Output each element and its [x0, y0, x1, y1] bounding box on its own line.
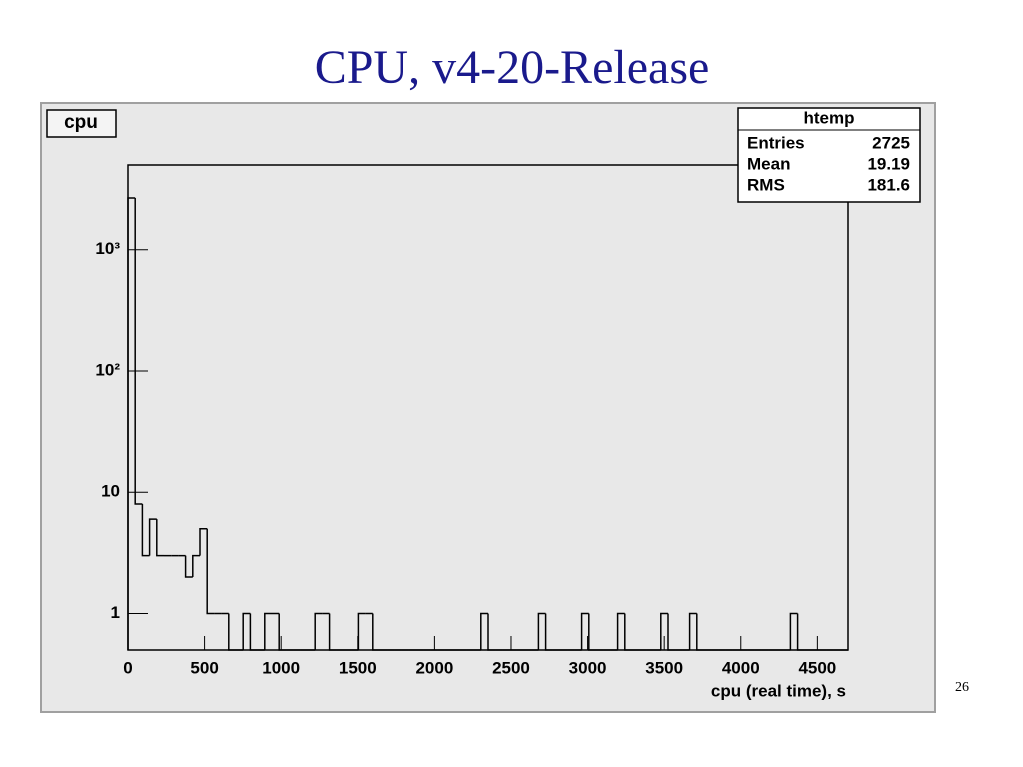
histogram-bin [696, 613, 704, 651]
stats-title: htemp [804, 108, 855, 127]
histogram-bin [616, 612, 625, 650]
x-tick-label: 3000 [569, 658, 607, 677]
histogram-bin [624, 613, 632, 651]
x-tick-label: 4500 [798, 658, 836, 677]
histogram-bin [199, 528, 208, 556]
y-tick-label: 1 [111, 603, 120, 622]
stats-value: 181.6 [867, 175, 910, 194]
histogram-bin [487, 613, 496, 651]
histogram-bin [357, 612, 366, 650]
histogram-bin [156, 519, 164, 557]
y-tick-label: 10³ [95, 239, 120, 258]
histogram-bin [278, 613, 287, 651]
histogram-bin [141, 504, 150, 557]
x-tick-label: 500 [190, 658, 218, 677]
histogram-bin [544, 613, 553, 651]
histogram-bin [588, 613, 596, 651]
stats-value: 19.19 [867, 154, 910, 173]
x-tick-label: 1000 [262, 658, 300, 677]
histogram-bin [127, 197, 136, 650]
plot-frame [127, 164, 849, 651]
histogram-bin [184, 555, 193, 578]
stats-label: Mean [747, 154, 790, 173]
stats-label: Entries [747, 133, 805, 152]
x-axis-label: cpu (real time), s [711, 681, 846, 700]
histogram-bin [537, 612, 546, 650]
stats-box [737, 107, 921, 203]
x-tick-label: 1500 [339, 658, 377, 677]
histogram-bin [688, 612, 697, 650]
histogram-bin [660, 612, 668, 650]
histogram-bin [134, 198, 143, 505]
histogram-bin [580, 612, 589, 650]
x-tick-label: 0 [123, 658, 132, 677]
histogram-bin [249, 613, 258, 651]
x-tick-label: 3500 [645, 658, 683, 677]
histogram-bin [789, 612, 798, 650]
histogram-bin [328, 613, 337, 651]
x-tick-label: 2000 [415, 658, 453, 677]
histogram-bin [372, 613, 380, 651]
histogram-bin [480, 612, 488, 650]
histogram-bin [148, 518, 157, 556]
hist-name-box [46, 109, 117, 138]
x-tick-label: 4000 [722, 658, 760, 677]
histogram-bin [228, 613, 236, 651]
hist-name: cpu [64, 112, 98, 133]
y-tick-label: 10² [95, 360, 120, 379]
histogram-bin [192, 554, 200, 577]
y-tick-label: 10 [101, 482, 120, 501]
histogram-bin [796, 613, 805, 651]
histogram-bin [242, 612, 251, 650]
histogram-bin [264, 612, 272, 650]
slide-title: CPU, v4-20-Release [315, 41, 710, 94]
stats-value: 2725 [872, 133, 910, 152]
stats-label: RMS [747, 175, 785, 194]
histogram-bin [206, 528, 215, 615]
page-number: 26 [955, 680, 969, 695]
histogram-bin [314, 612, 323, 650]
histogram-bin [667, 613, 676, 651]
x-tick-label: 2500 [492, 658, 530, 677]
